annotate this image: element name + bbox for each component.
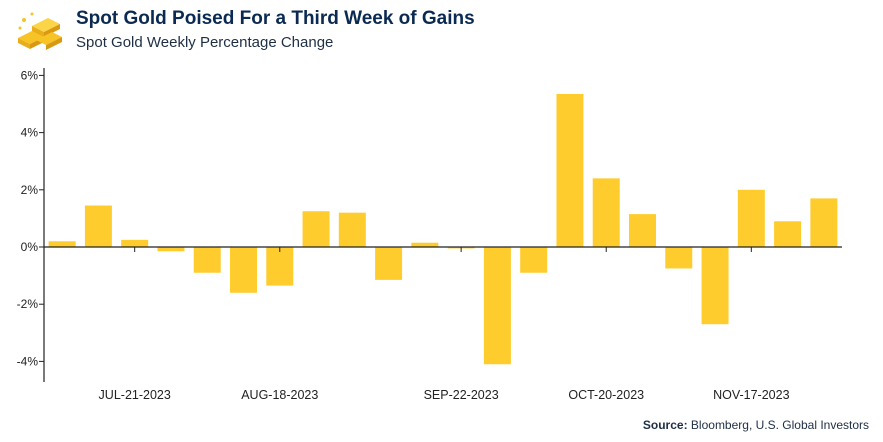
x-axis: JUL-21-2023 AUG-18-2023 SEP-22-2023 OCT-20-… xyxy=(44,246,842,402)
bar xyxy=(302,211,330,247)
chart-header: Spot Gold Poised For a Third Week of Gai… xyxy=(12,6,872,56)
bar xyxy=(48,241,76,247)
y-axis: -4% -2% 0% 2% 4% 6% xyxy=(17,68,45,382)
bar xyxy=(230,247,257,293)
y-tick-label: 6% xyxy=(21,68,39,82)
bar xyxy=(483,247,511,365)
y-tick-label: 4% xyxy=(21,126,39,140)
bar xyxy=(193,247,221,273)
bar xyxy=(556,93,584,248)
x-tick-label: AUG-18-2023 xyxy=(241,388,318,402)
y-tick-label: -2% xyxy=(17,297,39,311)
chart-title: Spot Gold Poised For a Third Week of Gai… xyxy=(76,8,475,29)
source-note: Source: Bloomberg, U.S. Global Investors xyxy=(643,418,869,432)
bar xyxy=(737,189,765,247)
y-tick-label: 2% xyxy=(21,183,39,197)
bar xyxy=(774,221,802,247)
x-tick-label: OCT-20-2023 xyxy=(568,388,644,402)
bar xyxy=(121,239,149,247)
source-label: Source: xyxy=(642,418,688,432)
bar xyxy=(411,242,439,247)
source-text: Bloomberg, U.S. Global Investors xyxy=(690,418,869,432)
bar xyxy=(266,247,294,286)
gold-bars-icon xyxy=(18,12,62,50)
x-tick-label: SEP-22-2023 xyxy=(424,388,499,402)
bar xyxy=(338,212,366,247)
x-tick-label: JUL-21-2023 xyxy=(99,388,171,402)
chart-subtitle: Spot Gold Weekly Percentage Change xyxy=(76,34,334,51)
bar xyxy=(629,214,656,247)
bar xyxy=(157,247,185,252)
x-tick-label: NOV-17-2023 xyxy=(713,388,789,402)
bar xyxy=(375,247,403,280)
y-tick-label: 0% xyxy=(21,240,39,254)
bar xyxy=(665,247,693,269)
bar xyxy=(520,247,548,273)
bar xyxy=(592,178,620,247)
bar xyxy=(701,247,729,325)
bar xyxy=(84,205,112,247)
bar xyxy=(810,198,838,247)
y-tick-label: -4% xyxy=(17,354,39,368)
bars xyxy=(48,93,838,365)
